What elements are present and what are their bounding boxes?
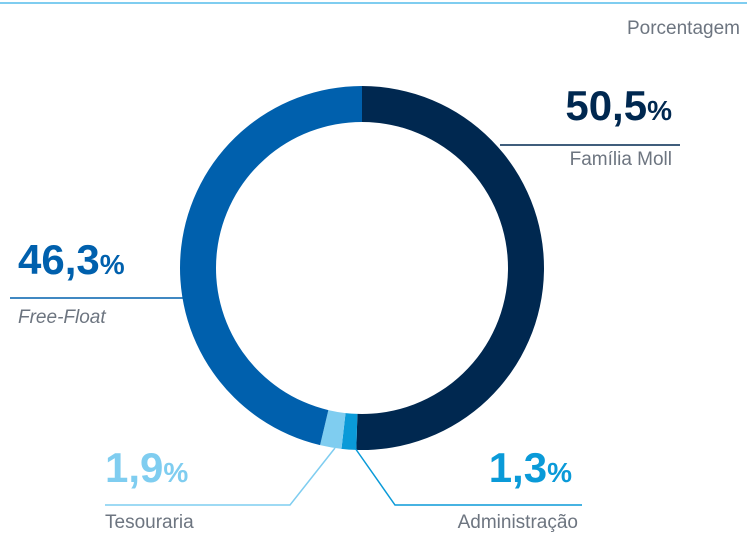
category-label: Administração [458, 512, 578, 533]
donut-segment [341, 413, 358, 450]
value-label: 50,5% [565, 82, 672, 129]
category-label: Tesouraria [105, 512, 194, 533]
subtitle: Porcentagem [627, 18, 740, 39]
leader-line [105, 447, 336, 506]
donut-segment [356, 86, 545, 451]
category-label: Família Moll [570, 149, 672, 170]
value-label: 46,3% [18, 236, 125, 283]
value-label: 1,9% [105, 444, 188, 491]
donut-segment [320, 410, 346, 449]
leader-line [354, 447, 582, 506]
value-label: 1,3% [489, 444, 572, 491]
donut-segment [179, 86, 362, 446]
category-label: Free-Float [18, 307, 106, 328]
